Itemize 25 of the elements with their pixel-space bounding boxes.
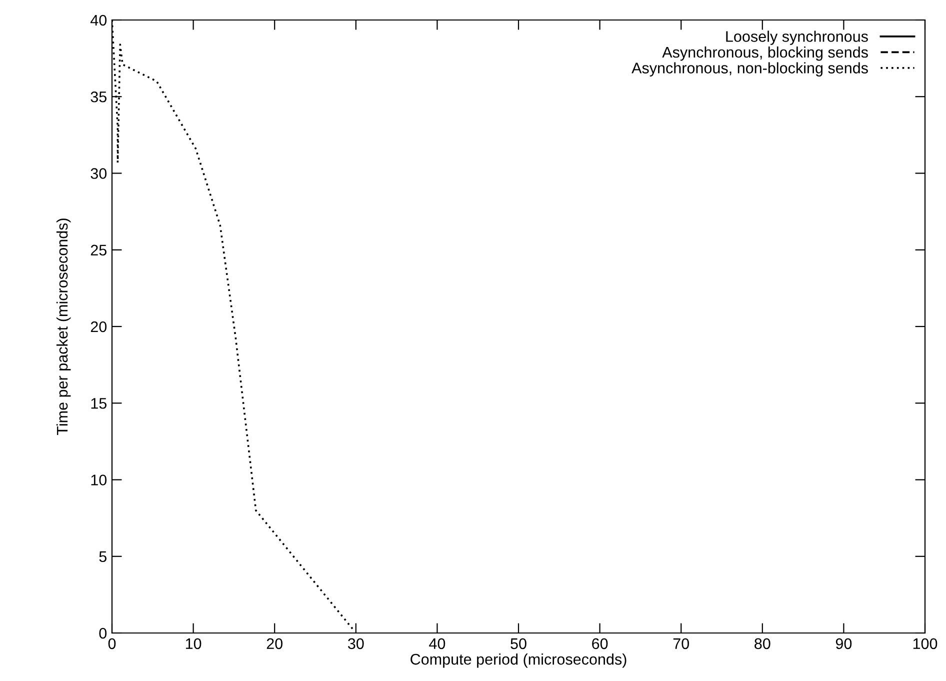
x-tick-label: 50 [510,638,526,650]
x-tick-label: 0 [108,638,116,650]
x-tick-label: 40 [429,638,446,650]
x-tick-label: 30 [348,638,364,650]
legend-label: Loosely synchronous [726,30,868,45]
x-axis-title: Compute period (microseconds) [410,653,626,668]
y-tick-label: 15 [91,398,106,409]
y-tick-label: 30 [90,168,107,179]
y-tick-label: 35 [90,91,106,102]
legend-label: Asynchronous, blocking sends [662,46,868,61]
x-tick-label: 100 [913,638,938,650]
y-tick-label: 25 [90,244,106,256]
x-tick-label: 70 [673,638,689,650]
y-axis-title: Time per packet (microseconds) [56,218,71,435]
x-tick-label: 90 [836,638,852,650]
x-tick-label: 20 [266,638,282,650]
y-tick-label: 0 [99,628,107,639]
x-tick-label: 80 [754,638,770,650]
y-tick-label: 10 [91,474,107,486]
x-tick-label: 60 [592,638,608,650]
y-tick-label: 40 [90,14,107,26]
legend-label: Asynchronous, non-blocking sends [632,62,868,76]
x-tick-label: 10 [186,638,202,650]
y-tick-label: 20 [90,321,107,332]
y-tick-label: 5 [99,551,106,562]
